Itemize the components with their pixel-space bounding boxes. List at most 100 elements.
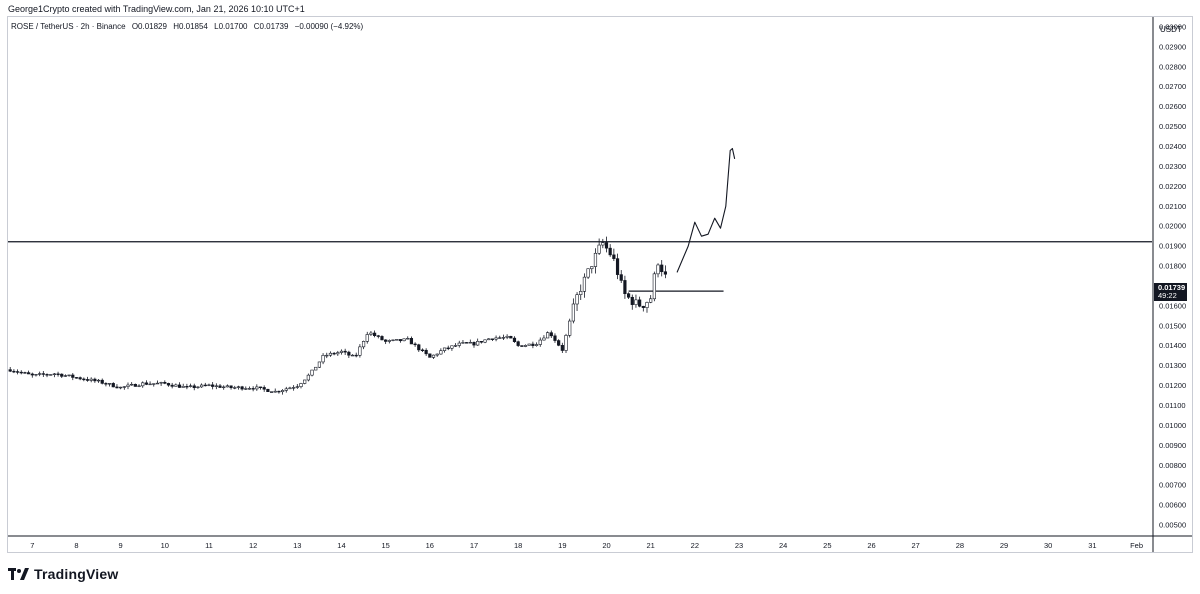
last-price-badge: 0.01739 49:22: [1154, 283, 1187, 301]
candle-body: [534, 344, 539, 346]
candle-body: [137, 385, 141, 387]
candle-body: [34, 374, 38, 376]
price-tick-label: 0.01300: [1159, 361, 1186, 370]
candle-body: [387, 340, 391, 342]
candle-body: [347, 351, 351, 356]
candle-body: [218, 385, 222, 388]
candle-body: [498, 337, 502, 339]
candle-body: [321, 355, 325, 363]
candle-body: [376, 335, 380, 337]
time-axis: 7 8 9 10 11 12 13 14 15 16 17 18 19 20 21 22 23 24 25 26 27 2…: [30, 541, 1143, 550]
symbol-name[interactable]: ROSE / TetherUS · 2h · Binance: [11, 22, 126, 31]
candle-body: [490, 338, 494, 340]
time-tick-label: 24: [779, 541, 787, 550]
candle-body: [255, 386, 259, 390]
candle-body: [181, 386, 185, 388]
candle-body: [487, 338, 491, 341]
candle-body: [163, 382, 167, 384]
candle-body: [380, 336, 384, 341]
candle-body: [549, 332, 553, 337]
candle-body: [483, 339, 487, 343]
time-tick-label: 19: [558, 541, 566, 550]
candle-body: [8, 369, 12, 372]
candle-body: [431, 354, 436, 358]
time-tick-label: 28: [956, 541, 964, 550]
candle-body: [564, 335, 568, 351]
candle-body: [247, 388, 252, 390]
candle-body: [122, 386, 126, 388]
chart-frame: [7, 16, 1193, 553]
candle-body: [446, 347, 450, 350]
candle-body: [49, 374, 53, 376]
candle-body: [568, 320, 572, 336]
candle-body: [188, 385, 193, 387]
symbol-legend: ROSE / TetherUS · 2h · Binance O0.01829 …: [11, 22, 367, 31]
candle-body: [450, 345, 454, 349]
price-tick-label: 0.00900: [1159, 441, 1186, 450]
candle-body: [133, 383, 137, 387]
candle-body: [295, 386, 299, 388]
time-tick-label: 25: [823, 541, 831, 550]
candle-body: [96, 379, 101, 382]
currency-label[interactable]: USDT: [1160, 25, 1182, 34]
candle-body: [590, 266, 594, 270]
time-tick-label: 7: [30, 541, 34, 550]
price-tick-label: 0.01600: [1159, 301, 1186, 310]
candle-body: [233, 387, 237, 389]
price-tick-label: 0.02300: [1159, 162, 1186, 171]
candle-body: [67, 374, 71, 377]
candle-body: [310, 369, 314, 376]
candle-body: [435, 353, 439, 356]
candle-body: [663, 271, 667, 275]
time-tick-label: 15: [381, 541, 389, 550]
candle-body: [560, 345, 564, 351]
price-tick-label: 0.02500: [1159, 122, 1186, 131]
candle-body: [601, 242, 605, 246]
candle-body: [126, 384, 130, 387]
candle-body: [384, 339, 388, 342]
ohlc-high: H0.01854: [173, 22, 208, 31]
candle-body: [652, 273, 656, 300]
price-tick-label: 0.01200: [1159, 381, 1186, 390]
candle-body: [107, 383, 112, 385]
candle-body: [71, 374, 75, 378]
candle-body: [325, 354, 329, 357]
candle-body: [468, 342, 472, 344]
candle-body: [60, 373, 64, 377]
candle-body: [82, 378, 86, 381]
candle-body: [262, 387, 266, 390]
time-tick-label: 18: [514, 541, 522, 550]
candle-body: [354, 354, 358, 357]
candle-body: [472, 342, 476, 346]
candle-body: [292, 387, 296, 389]
time-tick-label: 14: [337, 541, 345, 550]
axis-dividers: [8, 17, 1192, 552]
candle-body: [523, 345, 528, 347]
price-tick-label: 0.01000: [1159, 421, 1186, 430]
time-tick-label: 9: [119, 541, 123, 550]
candle-body: [439, 350, 443, 355]
candle-body: [328, 352, 333, 356]
time-tick-label: 21: [646, 541, 654, 550]
candle-body: [406, 338, 410, 340]
candle-body: [185, 386, 189, 388]
candle-body: [428, 353, 432, 358]
price-tick-label: 0.02800: [1159, 62, 1186, 71]
brand[interactable]: TradingView: [8, 566, 118, 582]
candle-body: [222, 386, 226, 389]
candle-body: [41, 373, 45, 375]
candle-body: [56, 373, 60, 375]
candle-body: [373, 332, 377, 337]
candle-body: [148, 383, 152, 386]
candle-body: [638, 299, 642, 307]
price-tick-label: 0.02700: [1159, 82, 1186, 91]
price-tick-label: 0.02600: [1159, 102, 1186, 111]
time-tick-label: 17: [470, 541, 478, 550]
candle-body: [604, 242, 609, 249]
price-tick-label: 0.02000: [1159, 222, 1186, 231]
candle-body: [501, 337, 506, 339]
time-tick-label: 16: [426, 541, 434, 550]
price-tick-label: 0.02100: [1159, 202, 1186, 211]
candle-body: [130, 383, 134, 386]
